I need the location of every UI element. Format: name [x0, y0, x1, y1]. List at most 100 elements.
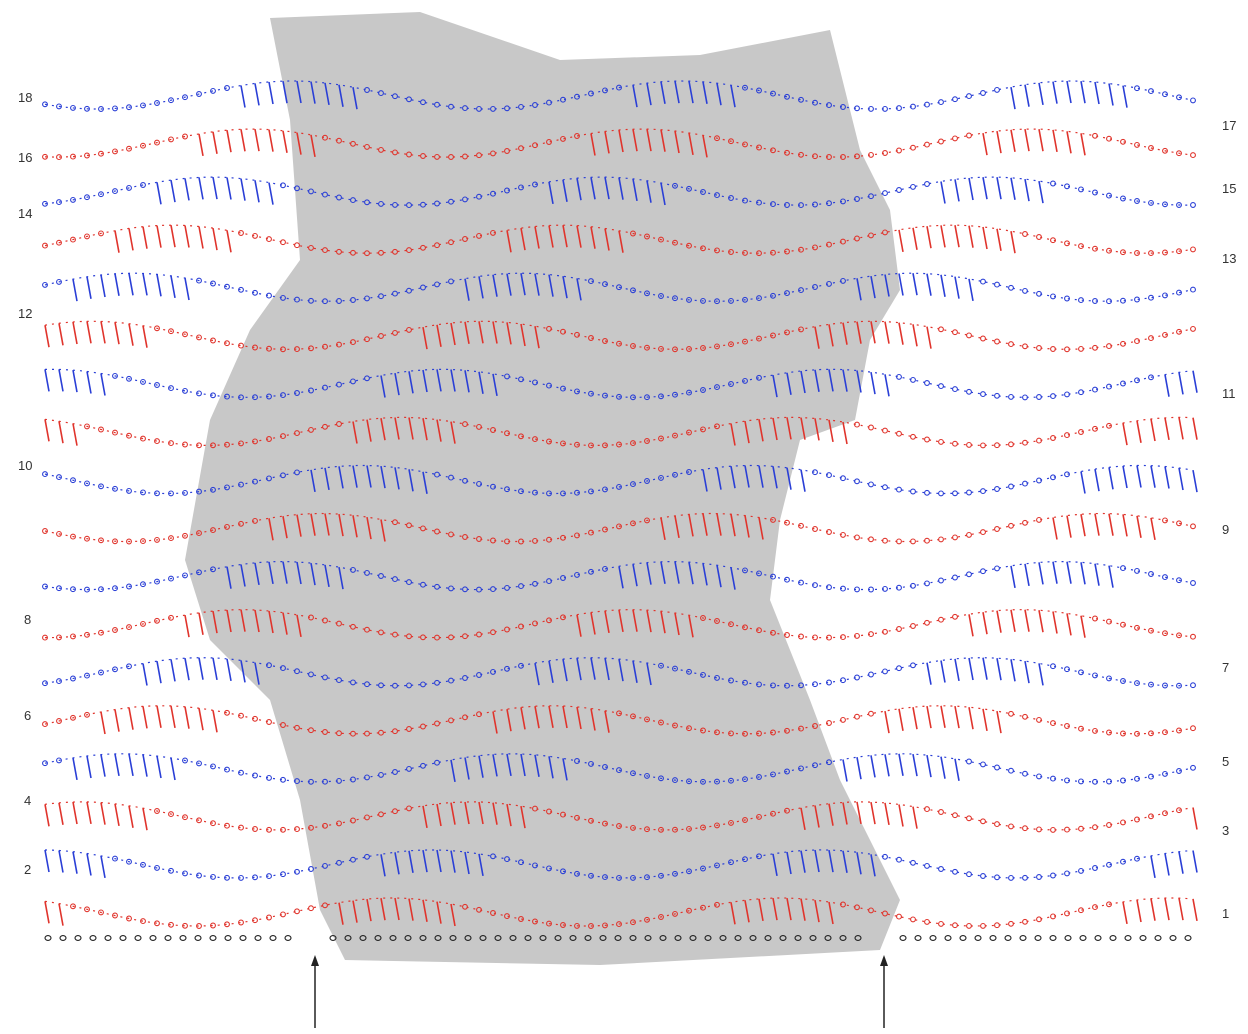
- chain-stitch: [554, 935, 562, 941]
- chain-stitch: [629, 935, 637, 941]
- stitch-row-13: [44, 320, 1196, 353]
- chain-stitch: [449, 935, 457, 941]
- stitch-row-2: [44, 849, 1198, 881]
- row-labels-left: 18 16 14 12 10 8 6 4 2: [18, 90, 32, 877]
- foundation-chain: [44, 935, 1192, 941]
- chain-stitch: [74, 935, 82, 941]
- row-label-7: 7: [1222, 660, 1229, 675]
- row-label-8: 8: [24, 612, 31, 627]
- chain-stitch: [509, 935, 517, 941]
- chain-stitch: [434, 935, 442, 941]
- chain-stitch: [959, 935, 967, 941]
- chain-stitch: [704, 935, 712, 941]
- chain-stitch: [239, 935, 247, 941]
- chain-stitch: [44, 935, 52, 941]
- chain-stitch: [569, 935, 577, 941]
- stitch-row-9: [42, 512, 1196, 545]
- row-labels-right: 17 15 13 11 9 7 5 3 1: [1222, 118, 1236, 921]
- chain-stitch: [194, 935, 202, 941]
- stitch-row-7: [42, 609, 1196, 641]
- row-label-11: 11: [1222, 386, 1236, 401]
- chain-stitch: [329, 935, 337, 941]
- chain-stitch: [494, 935, 502, 941]
- stitch-row-12: [44, 368, 1198, 401]
- chain-stitch: [719, 935, 727, 941]
- chain-stitch: [659, 935, 667, 941]
- chain-stitch: [344, 935, 352, 941]
- row-label-12: 12: [18, 306, 32, 321]
- chain-stitch: [404, 935, 412, 941]
- chain-stitch: [1019, 935, 1027, 941]
- row-label-2: 2: [24, 862, 31, 877]
- stitch-row-6: [42, 657, 1196, 689]
- chain-stitch: [224, 935, 232, 941]
- chain-stitch: [599, 935, 607, 941]
- chain-stitch: [149, 935, 157, 941]
- row-label-10: 10: [18, 458, 32, 473]
- chain-stitch: [1034, 935, 1042, 941]
- chain-stitch: [89, 935, 97, 941]
- row-label-6: 6: [24, 708, 31, 723]
- repeat-shade: [185, 12, 900, 965]
- chain-stitch: [764, 935, 772, 941]
- row-label-15: 15: [1222, 181, 1236, 196]
- chain-stitch: [179, 935, 187, 941]
- chain-stitch: [1064, 935, 1072, 941]
- stitch-row-5: [42, 705, 1196, 737]
- chain-stitch: [119, 935, 127, 941]
- chain-stitch: [419, 935, 427, 941]
- chain-stitch: [1079, 935, 1087, 941]
- chain-stitch: [104, 935, 112, 941]
- chain-stitch: [524, 935, 532, 941]
- chain-stitch: [164, 935, 172, 941]
- chain-stitch: [929, 935, 937, 941]
- chain-stitch: [809, 935, 817, 941]
- row-label-1: 1: [1222, 906, 1229, 921]
- chain-stitch: [839, 935, 847, 941]
- chain-stitch: [359, 935, 367, 941]
- chain-stitch: [1049, 935, 1057, 941]
- chain-stitch: [284, 935, 292, 941]
- chain-stitch: [944, 935, 952, 941]
- row-label-16: 16: [18, 150, 32, 165]
- row-label-9: 9: [1222, 522, 1229, 537]
- chain-stitch: [584, 935, 592, 941]
- stitch-row-1: [44, 897, 1198, 929]
- stitch-row-18: [42, 80, 1196, 112]
- chain-stitch: [1184, 935, 1192, 941]
- row-label-17: 17: [1222, 118, 1236, 133]
- stitch-rows: [42, 80, 1198, 929]
- chain-stitch: [899, 935, 907, 941]
- chain-stitch: [269, 935, 277, 941]
- chain-stitch: [254, 935, 262, 941]
- row-label-4: 4: [24, 793, 31, 808]
- chain-stitch: [1124, 935, 1132, 941]
- chain-stitch: [1169, 935, 1177, 941]
- chain-stitch: [1139, 935, 1147, 941]
- chain-stitch: [374, 935, 382, 941]
- chain-stitch: [59, 935, 67, 941]
- row-label-18: 18: [18, 90, 32, 105]
- chain-stitch: [479, 935, 487, 941]
- row-label-14: 14: [18, 206, 32, 221]
- row-label-13: 13: [1222, 251, 1236, 266]
- chain-stitch: [854, 935, 862, 941]
- chain-stitch: [1004, 935, 1012, 941]
- chain-stitch: [674, 935, 682, 941]
- stitch-row-15: [42, 224, 1196, 257]
- chain-stitch: [779, 935, 787, 941]
- chain-stitch: [1109, 935, 1117, 941]
- chain-stitch: [389, 935, 397, 941]
- chain-stitch: [644, 935, 652, 941]
- chain-stitch: [749, 935, 757, 941]
- stitch-row-11: [44, 416, 1198, 449]
- stitch-row-16: [42, 176, 1196, 209]
- repeat-arrow-left: [311, 955, 319, 1028]
- repeat-arrow-right: [880, 955, 888, 1028]
- chain-stitch: [989, 935, 997, 941]
- chain-stitch: [1094, 935, 1102, 941]
- chain-stitch: [1154, 935, 1162, 941]
- chain-stitch: [824, 935, 832, 941]
- row-label-3: 3: [1222, 823, 1229, 838]
- chain-stitch: [464, 935, 472, 941]
